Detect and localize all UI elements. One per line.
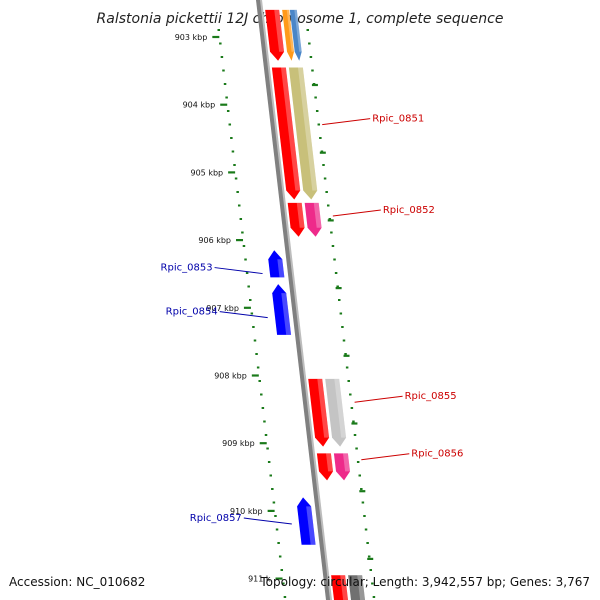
gene-leader-line (243, 517, 292, 525)
kbp-label: 908 kbp (214, 372, 247, 381)
gene-highlight (286, 9, 295, 52)
gene-feature (289, 9, 302, 61)
kbp-label: 904 kbp (183, 101, 216, 110)
gene-body (287, 202, 305, 237)
gene-highlight (277, 259, 285, 278)
gene-label-rpic-0854: Rpic_0854 (166, 307, 218, 318)
kbp-label: 907 kbp (206, 304, 239, 313)
accession-text: Accession: NC_010682 (9, 575, 146, 589)
gene-body (288, 67, 318, 200)
gene-label-rpic-0856: Rpic_0856 (411, 449, 463, 460)
sequence-backbone (255, 0, 333, 600)
gene-body (325, 378, 347, 447)
gene-body (289, 9, 302, 61)
gene-leader-line (219, 311, 268, 319)
gene-feature (331, 575, 349, 600)
gene-feature (287, 202, 305, 237)
gene-rpic-0857 (297, 497, 316, 545)
backbone-line (255, 0, 331, 600)
gene-body (272, 284, 292, 335)
gene-body (268, 250, 285, 278)
gene-leader-line (214, 267, 263, 275)
gene-label-rpic-0852: Rpic_0852 (383, 205, 435, 216)
gene-body (297, 497, 316, 545)
gene-highlight (297, 67, 318, 191)
gene-feature (282, 9, 295, 61)
map-title: Ralstonia pickettii 12J chromosome 1, co… (97, 11, 504, 27)
gene-highlight (340, 575, 349, 600)
gene-body (348, 575, 366, 600)
gene-label-rpic-0853: Rpic_0853 (161, 263, 213, 274)
gene-feature (265, 9, 285, 61)
dotted-guides (217, 29, 376, 598)
kbp-label: 903 kbp (175, 33, 208, 42)
gene-label-rpic-0855: Rpic_0855 (405, 391, 457, 402)
gene-leader-line (332, 209, 381, 217)
gene-feature (308, 378, 330, 447)
gene-body (265, 9, 285, 61)
gene-highlight (306, 506, 316, 545)
gene-feature (271, 67, 301, 200)
kbp-label: 911 k (248, 575, 271, 584)
kbp-label: 910 kbp (230, 507, 263, 516)
gene-rpic-0856 (333, 453, 351, 481)
gene-leader-line (322, 118, 371, 126)
gene-leader-line (361, 453, 410, 461)
gene-body (316, 453, 334, 481)
gene-highlight (294, 9, 302, 52)
gene-body (304, 202, 322, 237)
gene-highlight (274, 9, 285, 52)
gene-highlight (313, 202, 322, 228)
gene-feature (316, 453, 334, 481)
gene-rpic-0852 (304, 202, 322, 237)
gene-highlight (357, 575, 366, 600)
gene-rpic-0854 (272, 284, 292, 335)
gene-highlight (281, 293, 292, 335)
kbp-label: 905 kbp (191, 168, 224, 177)
gene-leader-line (354, 395, 403, 403)
gene-highlight (343, 453, 351, 472)
gene-highlight (317, 378, 330, 438)
gene-labels: Rpic_0851 Rpic_0852 Rpic_0853 Rpic_0854 Rpic… (161, 114, 463, 525)
gene-highlight (280, 67, 301, 191)
gene-rpic-0853 (268, 250, 285, 278)
gene-body (333, 453, 351, 481)
gene-rpic-0851 (288, 67, 318, 200)
gene-label-rpic-0851: Rpic_0851 (372, 114, 424, 125)
gene-body (331, 575, 349, 600)
topology-summary: Topology: circular; Length: 3,942,557 bp… (260, 575, 590, 589)
kbp-label: 906 kbp (198, 236, 231, 245)
kbp-label: 909 kbp (222, 439, 255, 448)
gene-feature (348, 575, 366, 600)
gene-rpic-0855 (325, 378, 347, 447)
gene-body (271, 67, 301, 200)
gene-body (308, 378, 330, 447)
kbp-axis: 903 kbp 904 kbp 905 kbp 906 kbp 907 kbp 908 k… (175, 33, 283, 584)
gene-body (282, 9, 295, 61)
gene-highlight (326, 453, 334, 472)
gene-highlight (296, 202, 305, 228)
gene-label-rpic-0857: Rpic_0857 (190, 513, 242, 524)
gene-highlight (334, 378, 347, 438)
gene-features (265, 9, 366, 600)
